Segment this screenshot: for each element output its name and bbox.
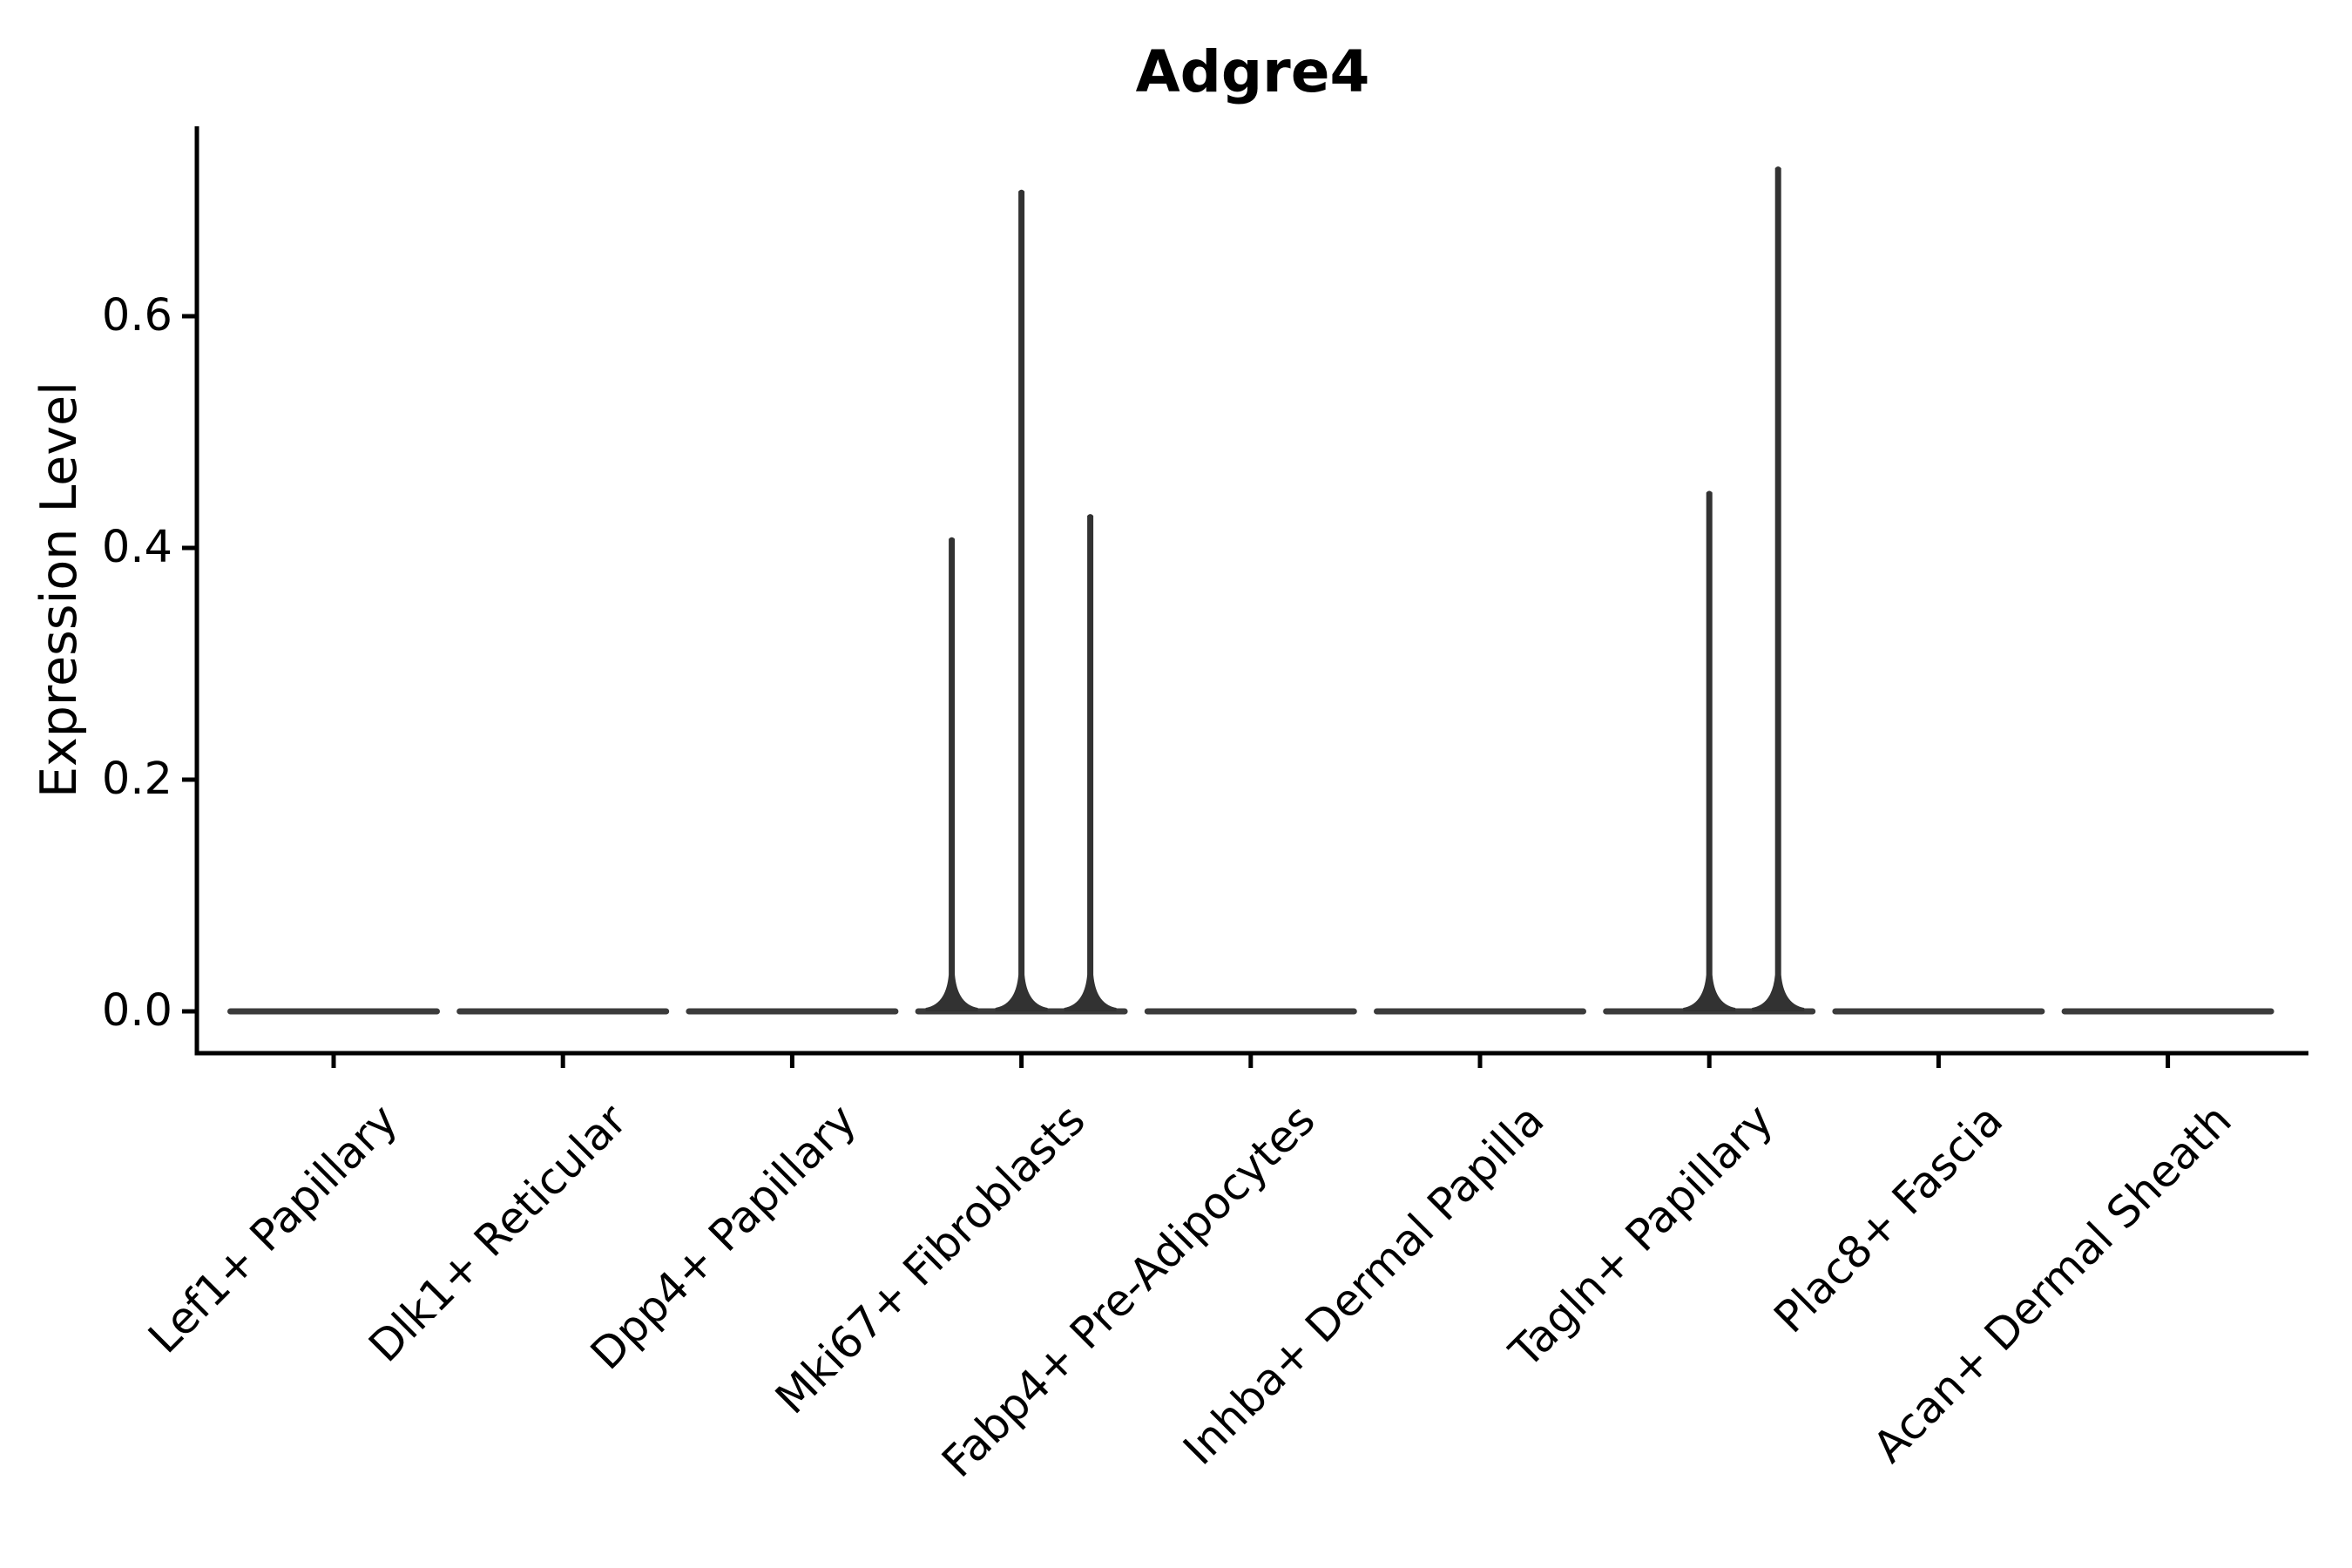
violin-body <box>1832 1008 2045 1015</box>
violin-body <box>2061 1008 2274 1015</box>
violin-body <box>686 1008 899 1015</box>
y-tick-label: 0.6 <box>101 290 172 341</box>
violin-body <box>1374 1008 1586 1015</box>
y-tick-label: 0.2 <box>101 754 172 805</box>
chart-title: Adgre4 <box>1135 38 1370 105</box>
violin-spike <box>995 189 1048 1011</box>
violin-body <box>456 1008 670 1015</box>
violin-spike <box>925 537 978 1011</box>
violin-body <box>227 1008 440 1015</box>
violin-spike <box>1683 490 1736 1011</box>
violin-body <box>1144 1008 1357 1015</box>
violin-spike <box>1064 514 1117 1011</box>
y-tick-label: 0.4 <box>101 522 172 573</box>
y-tick-label: 0.0 <box>101 985 172 1037</box>
violin-spike <box>1752 166 1805 1012</box>
